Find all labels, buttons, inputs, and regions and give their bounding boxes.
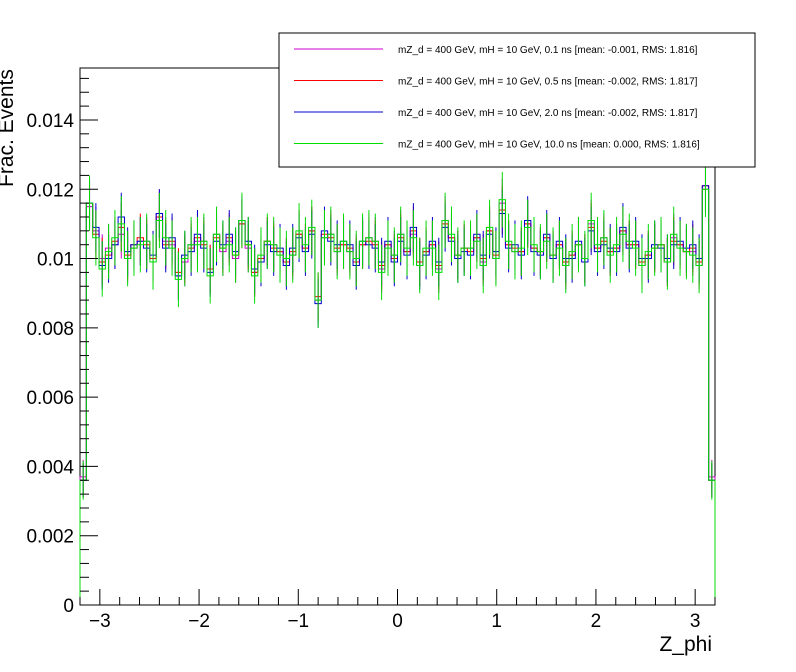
y-tick-label: 0.014 <box>26 111 74 132</box>
legend-label: mZ_d = 400 GeV, mH = 10 GeV, 0.5 ns [mea… <box>398 77 698 88</box>
legend-box <box>278 32 756 168</box>
legend-label: mZ_d = 400 GeV, mH = 10 GeV, 2.0 ns [mea… <box>398 108 698 119</box>
legend-label: mZ_d = 400 GeV, mH = 10 GeV, 0.1 ns [mea… <box>398 45 698 56</box>
legend-entry: mZ_d = 400 GeV, mH = 10 GeV, 0.1 ns [mea… <box>294 45 698 56</box>
x-tick-label: 1 <box>491 611 502 632</box>
legend-entry: mZ_d = 400 GeV, mH = 10 GeV, 2.0 ns [mea… <box>294 108 698 119</box>
y-tick-label: 0.012 <box>26 180 74 201</box>
y-tick-label: 0.008 <box>26 319 74 340</box>
x-tick-label: 0 <box>392 611 403 632</box>
legend-entry: mZ_d = 400 GeV, mH = 10 GeV, 10.0 ns [me… <box>294 140 700 151</box>
x-tick-label: −2 <box>188 611 210 632</box>
y-tick-label: 0.006 <box>26 388 74 409</box>
x-axis-title: Z_phi <box>659 633 712 656</box>
legend-entry: mZ_d = 400 GeV, mH = 10 GeV, 0.5 ns [mea… <box>294 77 698 88</box>
series-layer <box>79 161 716 605</box>
y-tick-label: 0.002 <box>26 527 74 548</box>
axes-layer: −3 −2 −1 0 1 2 3 0 0.002 0.004 0.006 0.008 0.01 0.012… <box>26 77 716 632</box>
y-axis-title: Frac. Events <box>0 69 18 187</box>
series-4 <box>79 161 716 605</box>
y-tick-label: 0 <box>63 596 74 617</box>
y-tick-label: 0.01 <box>37 250 74 271</box>
legend-label: mZ_d = 400 GeV, mH = 10 GeV, 10.0 ns [me… <box>398 140 700 151</box>
histogram-step-line <box>79 188 716 605</box>
x-tick-label: 2 <box>591 611 602 632</box>
y-tick-label: 0.004 <box>26 457 74 478</box>
legend: mZ_d = 400 GeV, mH = 10 GeV, 0.1 ns [mea… <box>278 32 756 168</box>
x-tick-label: 3 <box>690 611 701 632</box>
x-tick-label: −3 <box>89 611 111 632</box>
legend-entries: mZ_d = 400 GeV, mH = 10 GeV, 0.1 ns [mea… <box>294 45 700 151</box>
x-tick-label: −1 <box>287 611 309 632</box>
